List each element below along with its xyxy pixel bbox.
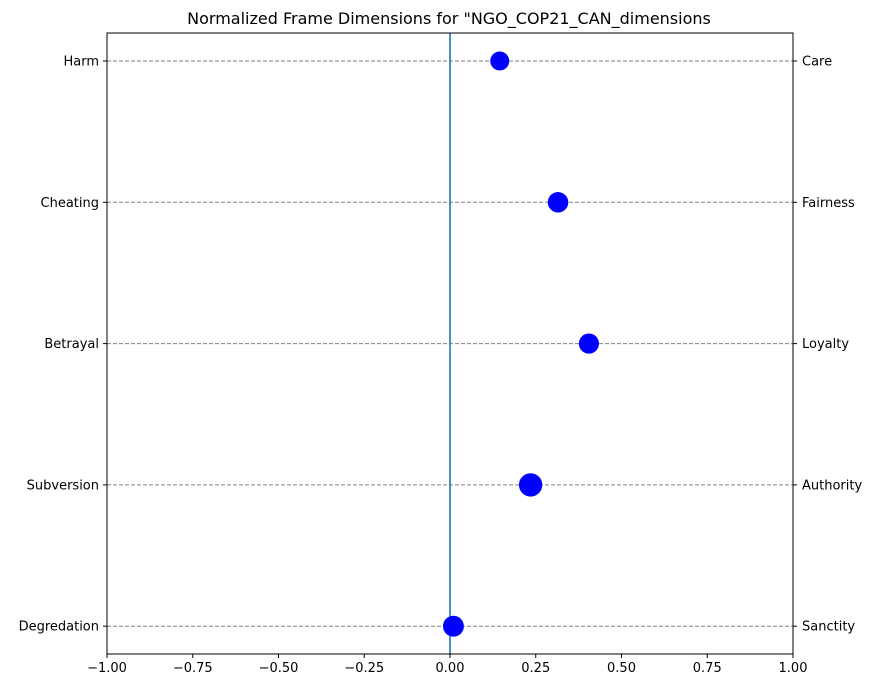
data-point [442,615,464,637]
right-axis-label: Loyalty [802,337,849,352]
x-tick-label: 0.00 [436,661,465,676]
left-axis-label: Cheating [41,196,99,211]
data-point [547,192,569,213]
left-axis-label: Betrayal [44,337,99,352]
x-tick-label: −0.75 [173,661,213,676]
x-tick-label: 0.75 [693,661,722,676]
left-axis-label: Harm [63,55,99,70]
left-axis-label: Degredation [19,620,99,635]
right-axis-label: Care [802,55,832,70]
right-axis-label: Fairness [802,196,855,211]
x-tick-label: 0.50 [607,661,636,676]
left-axis-label: Subversion [27,478,99,493]
x-tick-label: 1.00 [779,661,808,676]
right-axis-label: Sanctity [802,620,855,635]
x-tick-label: −0.50 [259,661,299,676]
x-tick-label: −1.00 [87,661,127,676]
data-point [490,51,510,71]
right-axis-label: Authority [802,478,862,493]
x-tick-label: −0.25 [344,661,384,676]
data-point [578,333,599,354]
chart-title: Normalized Frame Dimensions for "NGO_COP… [187,9,711,29]
data-point [518,473,543,497]
x-tick-label: 0.25 [521,661,550,676]
